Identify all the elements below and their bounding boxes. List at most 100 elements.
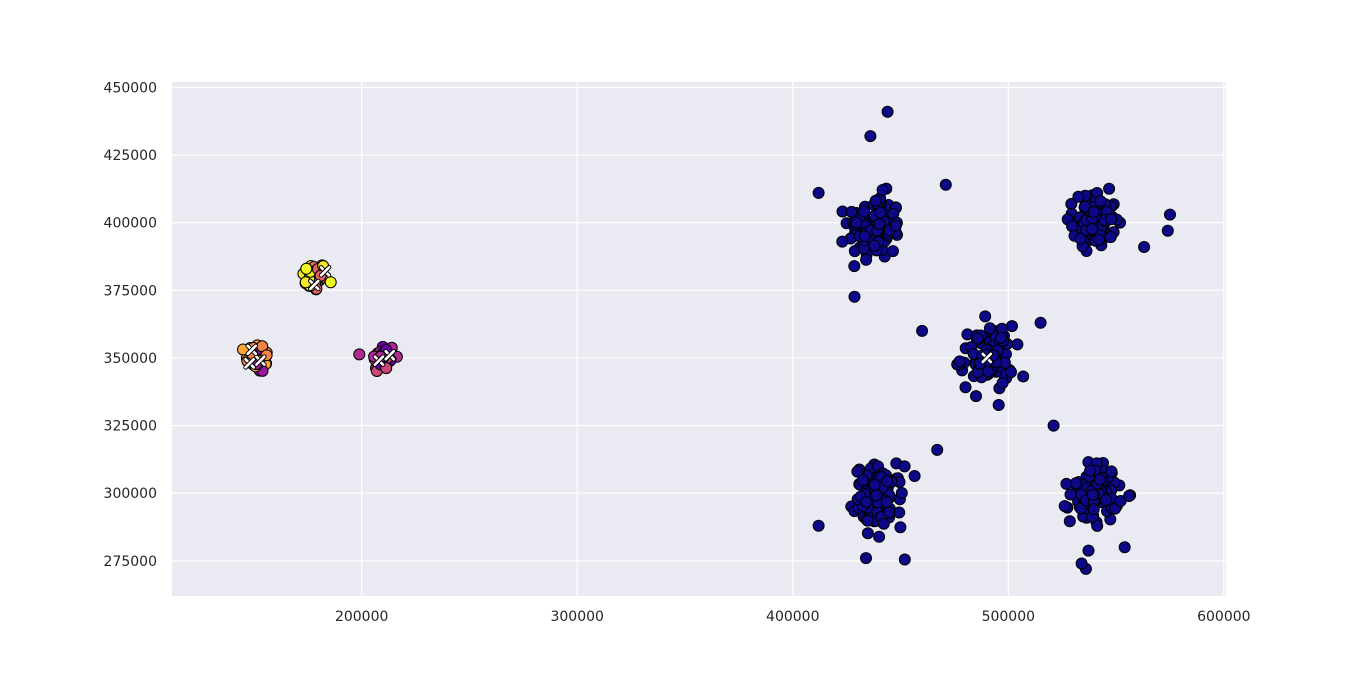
data-point <box>1093 473 1106 486</box>
data-point <box>860 496 873 509</box>
data-point <box>868 239 881 252</box>
data-point <box>979 310 992 323</box>
data-point <box>848 260 861 273</box>
data-point <box>1087 205 1100 218</box>
data-point <box>353 348 366 361</box>
data-point <box>1161 224 1174 237</box>
data-point <box>883 506 896 519</box>
data-point <box>887 245 899 258</box>
data-point <box>1094 195 1107 208</box>
data-point <box>880 496 893 509</box>
x-tick-label: 400000 <box>766 609 819 625</box>
data-point <box>873 530 886 543</box>
data-point <box>812 519 825 532</box>
data-point <box>861 514 874 527</box>
centroid-marker <box>383 348 396 362</box>
data-point <box>836 235 849 248</box>
data-point <box>877 517 890 530</box>
data-point <box>1103 182 1116 195</box>
data-point <box>873 218 886 231</box>
data-point <box>868 478 881 491</box>
data-point <box>851 465 864 478</box>
data-point <box>1164 208 1176 221</box>
data-point <box>861 527 874 540</box>
data-point <box>864 130 877 143</box>
data-point <box>856 474 869 487</box>
data-point <box>848 290 861 303</box>
data-point <box>1082 544 1095 557</box>
data-point <box>970 390 982 403</box>
data-point <box>1060 477 1073 490</box>
centroid-marker <box>372 354 386 367</box>
tick-labels: 200000 300000 400000 500000 600000 275000 3000… <box>104 80 1251 625</box>
data-point <box>1093 233 1106 246</box>
data-point <box>992 399 1005 411</box>
centroid-marker <box>245 343 259 357</box>
x-tick-label: 200000 <box>335 609 388 625</box>
data-point <box>971 332 984 345</box>
centroid-marker <box>243 357 256 370</box>
data-point <box>1072 190 1085 203</box>
data-point <box>996 377 1009 389</box>
plot-area <box>172 82 1226 596</box>
data-point <box>1075 557 1088 570</box>
data-point <box>881 475 894 488</box>
data-point <box>1138 241 1151 253</box>
data-point <box>869 194 882 207</box>
data-point <box>1118 541 1131 554</box>
data-point <box>1006 320 1018 333</box>
data-point <box>1034 316 1047 329</box>
centroid-marker <box>254 354 267 367</box>
data-point <box>1058 500 1071 513</box>
data-point <box>1104 231 1117 244</box>
data-point <box>1087 503 1100 516</box>
data-point <box>916 324 929 337</box>
data-point <box>1123 490 1136 502</box>
data-point <box>889 219 902 232</box>
data-point <box>1017 370 1030 383</box>
y-tick-label: 275000 <box>104 554 157 570</box>
data-point <box>1047 419 1060 432</box>
data-point <box>870 489 883 502</box>
data-point <box>850 216 863 229</box>
data-point <box>860 253 873 266</box>
data-point <box>931 443 944 456</box>
data-point <box>876 184 889 196</box>
data-point <box>858 205 871 218</box>
data-point <box>1074 232 1087 245</box>
data-point <box>959 381 972 394</box>
x-tick-label: 500000 <box>982 609 1035 625</box>
data-point <box>953 355 966 368</box>
data-point <box>894 521 907 534</box>
data-point <box>845 205 858 218</box>
y-tick-label: 350000 <box>104 351 157 367</box>
y-tick-label: 325000 <box>104 419 157 435</box>
data-point <box>324 276 337 289</box>
y-tick-label: 450000 <box>104 80 157 96</box>
data-point <box>860 552 872 565</box>
data-point <box>908 470 921 482</box>
data-point <box>1078 200 1091 213</box>
data-point <box>874 206 887 219</box>
data-point <box>895 487 908 499</box>
data-point <box>881 105 894 118</box>
data-point <box>982 365 995 378</box>
data-point <box>939 178 952 191</box>
data-point <box>300 262 313 275</box>
data-point <box>1091 519 1104 532</box>
data-point <box>1105 465 1118 478</box>
data-point <box>1100 494 1112 507</box>
y-tick-label: 375000 <box>104 283 157 299</box>
y-tick-label: 400000 <box>104 216 157 232</box>
grid-lines <box>172 82 1226 596</box>
x-tick-label: 600000 <box>1197 609 1250 625</box>
centroid-markers <box>243 265 993 370</box>
data-point <box>1084 464 1097 477</box>
data-point <box>1105 213 1118 226</box>
data-point <box>1063 515 1076 528</box>
data-point <box>812 186 825 199</box>
y-tick-label: 425000 <box>104 148 157 164</box>
data-point <box>858 230 871 243</box>
